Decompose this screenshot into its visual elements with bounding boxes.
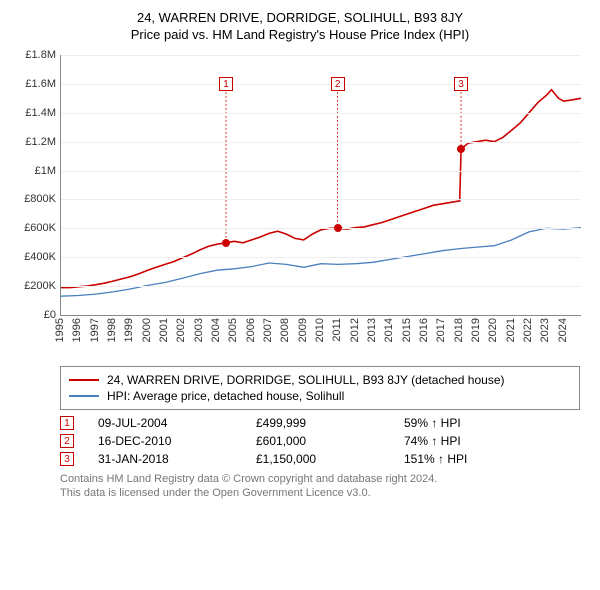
sale-number-badge: 3 <box>60 452 74 466</box>
x-axis-label: 2010 <box>314 318 326 342</box>
gridline <box>61 55 581 56</box>
sale-date: 31-JAN-2018 <box>98 452 248 466</box>
x-axis-label: 2017 <box>435 318 447 342</box>
x-axis-label: 1997 <box>89 318 101 342</box>
sale-row: 3 31-JAN-2018 £1,150,000 151% ↑ HPI <box>60 452 580 466</box>
sale-number-badge: 1 <box>60 416 74 430</box>
x-axis-label: 2023 <box>539 318 551 342</box>
y-axis-label: £1.4M <box>12 107 56 119</box>
x-axis-label: 1996 <box>71 318 83 342</box>
sale-pct-vs-hpi: 59% ↑ HPI <box>404 416 580 430</box>
sale-marker-label: 2 <box>331 77 345 91</box>
x-axis-label: 2024 <box>557 318 569 342</box>
x-axis-label: 2016 <box>418 318 430 342</box>
legend-label: 24, WARREN DRIVE, DORRIDGE, SOLIHULL, B9… <box>107 373 505 387</box>
sale-date: 09-JUL-2004 <box>98 416 248 430</box>
x-axis-label: 2018 <box>453 318 465 342</box>
x-axis-label: 2020 <box>487 318 499 342</box>
x-axis-label: 2007 <box>262 318 274 342</box>
sale-marker-label: 1 <box>219 77 233 91</box>
sale-row: 1 09-JUL-2004 £499,999 59% ↑ HPI <box>60 416 580 430</box>
sale-price: £499,999 <box>256 416 396 430</box>
plot-area: 1 2 3 <box>60 55 581 316</box>
sale-date: 16-DEC-2010 <box>98 434 248 448</box>
y-axis-label: £1.6M <box>12 78 56 90</box>
x-axis-label: 2002 <box>175 318 187 342</box>
y-axis-label: £200K <box>12 280 56 292</box>
x-axis-label: 2005 <box>227 318 239 342</box>
footnote-line-1: Contains HM Land Registry data © Crown c… <box>60 472 580 486</box>
y-axis-label: £400K <box>12 251 56 263</box>
x-axis-label: 2009 <box>297 318 309 342</box>
sale-row: 2 16-DEC-2010 £601,000 74% ↑ HPI <box>60 434 580 448</box>
x-axis-label: 2012 <box>349 318 361 342</box>
y-axis-label: £1.2M <box>12 136 56 148</box>
x-axis-label: 2004 <box>210 318 222 342</box>
sale-pct-vs-hpi: 151% ↑ HPI <box>404 452 580 466</box>
x-axis-label: 1998 <box>106 318 118 342</box>
y-axis-label: £600K <box>12 222 56 234</box>
chart-titles: 24, WARREN DRIVE, DORRIDGE, SOLIHULL, B9… <box>10 10 590 42</box>
gridline <box>61 142 581 143</box>
x-axis-label: 2003 <box>193 318 205 342</box>
x-axis-label: 1999 <box>123 318 135 342</box>
sale-marker-label: 3 <box>454 77 468 91</box>
sale-marker-dot <box>334 224 342 232</box>
x-axis-label: 2011 <box>331 318 343 342</box>
gridline <box>61 257 581 258</box>
y-axis-label: £0 <box>12 309 56 321</box>
y-axis-label: £1M <box>12 165 56 177</box>
legend-label: HPI: Average price, detached house, Soli… <box>107 389 344 403</box>
chart-area: 1 2 3 £0 £200K £400K £600K £800K £1M £1.2M £1.4M £… <box>10 50 590 360</box>
legend-item: 24, WARREN DRIVE, DORRIDGE, SOLIHULL, B9… <box>69 373 571 387</box>
x-axis-label: 2006 <box>245 318 257 342</box>
sale-price: £601,000 <box>256 434 396 448</box>
sale-marker-dot <box>222 239 230 247</box>
y-axis-label: £800K <box>12 193 56 205</box>
gridline <box>61 199 581 200</box>
footnote-line-2: This data is licensed under the Open Gov… <box>60 486 580 500</box>
x-axis-label: 2022 <box>522 318 534 342</box>
x-axis-label: 2021 <box>505 318 517 342</box>
gridline <box>61 113 581 114</box>
x-axis-label: 2000 <box>141 318 153 342</box>
line-series-svg <box>61 55 581 315</box>
legend-swatch <box>69 379 99 381</box>
gridline <box>61 228 581 229</box>
sale-marker-dot <box>457 145 465 153</box>
chart-subtitle: Price paid vs. HM Land Registry's House … <box>10 27 590 42</box>
sale-pct-vs-hpi: 74% ↑ HPI <box>404 434 580 448</box>
gridline <box>61 286 581 287</box>
x-axis-label: 2008 <box>279 318 291 342</box>
x-axis-label: 2013 <box>366 318 378 342</box>
sale-number-badge: 2 <box>60 434 74 448</box>
legend: 24, WARREN DRIVE, DORRIDGE, SOLIHULL, B9… <box>60 366 580 410</box>
chart-container: 24, WARREN DRIVE, DORRIDGE, SOLIHULL, B9… <box>0 0 600 507</box>
x-axis-label: 2014 <box>383 318 395 342</box>
gridline <box>61 84 581 85</box>
x-axis-label: 2015 <box>401 318 413 342</box>
legend-item: HPI: Average price, detached house, Soli… <box>69 389 571 403</box>
y-axis-label: £1.8M <box>12 49 56 61</box>
sale-price: £1,150,000 <box>256 452 396 466</box>
gridline <box>61 171 581 172</box>
x-axis-label: 2001 <box>158 318 170 342</box>
sales-table: 1 09-JUL-2004 £499,999 59% ↑ HPI 2 16-DEC-201… <box>60 416 580 466</box>
legend-swatch <box>69 395 99 397</box>
chart-title-address: 24, WARREN DRIVE, DORRIDGE, SOLIHULL, B9… <box>10 10 590 25</box>
x-axis-label: 1995 <box>54 318 66 342</box>
x-axis-label: 2019 <box>470 318 482 342</box>
footnote: Contains HM Land Registry data © Crown c… <box>60 472 580 501</box>
